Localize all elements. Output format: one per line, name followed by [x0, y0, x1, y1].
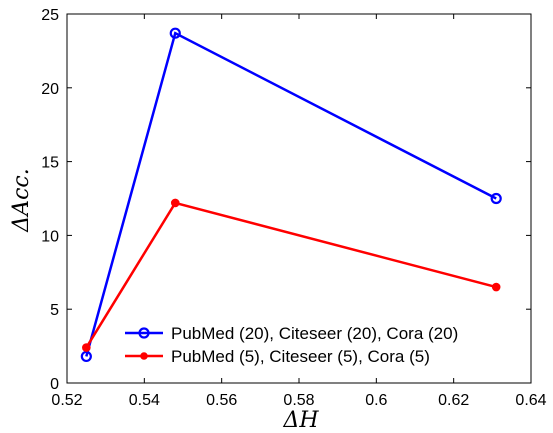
- y-tick-label: 25: [41, 7, 59, 24]
- y-tick-label: 10: [41, 228, 59, 245]
- data-point: [170, 198, 180, 208]
- data-point: [169, 27, 181, 39]
- data-point: [80, 350, 92, 363]
- legend-label: PubMed (5), Citeseer (5), Cora (5): [171, 347, 430, 366]
- x-tick-label: 0.62: [438, 392, 469, 409]
- series-2: [82, 198, 501, 352]
- legend-entry: PubMed (20), Citeseer (20), Cora (20): [125, 324, 458, 343]
- data-point: [491, 282, 501, 292]
- y-tick-label: 0: [50, 376, 59, 393]
- x-tick-label: 0.56: [206, 392, 237, 409]
- series-layer: [80, 27, 502, 363]
- y-tick-label: 15: [41, 155, 59, 172]
- data-point: [490, 192, 502, 205]
- x-tick-label: 0.52: [51, 392, 82, 409]
- data-point: [82, 343, 91, 352]
- y-axis-title: ΔAcc.: [9, 168, 34, 232]
- x-tick-label: 0.64: [515, 392, 546, 409]
- axes: 0.52 0.54 0.56 0.58 0.6 0.62 0.64 0 5 10 15 20 25: [41, 7, 546, 409]
- legend: PubMed (20), Citeseer (20), Cora (20) Pub…: [125, 324, 458, 366]
- legend-label: PubMed (20), Citeseer (20), Cora (20): [171, 324, 458, 343]
- series-line: [85, 31, 497, 357]
- x-tick-label: 0.54: [129, 392, 160, 409]
- series-1: [80, 27, 502, 363]
- legend-marker: [140, 352, 148, 360]
- y-tick-label: 20: [41, 81, 59, 98]
- x-tick-label: 0.58: [283, 392, 314, 409]
- x-tick-label: 0.6: [365, 392, 387, 409]
- x-axis-title: ΔH: [282, 408, 319, 433]
- y-tick-label: 5: [50, 302, 59, 319]
- legend-entry: PubMed (5), Citeseer (5), Cora (5): [125, 347, 430, 366]
- legend-marker: [138, 327, 150, 339]
